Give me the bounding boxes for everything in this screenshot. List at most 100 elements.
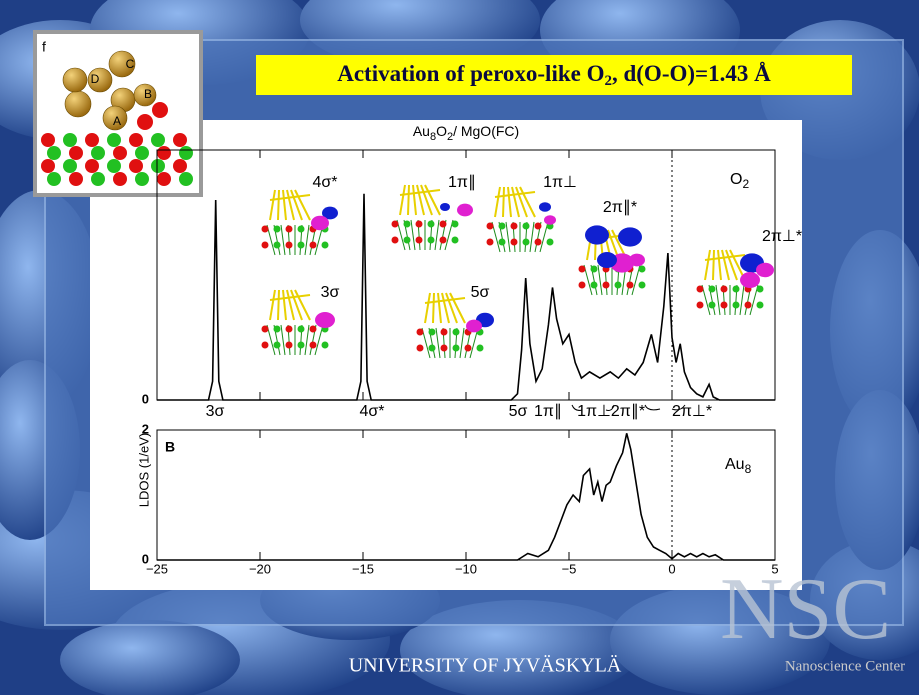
atom: [274, 342, 281, 349]
orbital-lobe: [315, 312, 335, 328]
atom: [322, 342, 329, 349]
atom: [129, 133, 143, 147]
atom: [428, 221, 435, 228]
atom: [591, 266, 598, 273]
atom: [298, 326, 305, 333]
atom: [69, 172, 83, 186]
atom: [157, 146, 171, 160]
y-tick-label: 0: [142, 551, 149, 566]
inset-label: f: [42, 39, 46, 55]
atom: [452, 221, 459, 228]
atom: [286, 242, 293, 249]
y-axis-label: LDOS (1/eV): [136, 433, 151, 507]
atom: [535, 239, 542, 246]
atom: [286, 326, 293, 333]
x-tick-label: −15: [352, 561, 374, 576]
atom: [440, 237, 447, 244]
atom: [511, 223, 518, 230]
orbital-lobe: [618, 227, 642, 246]
atom: [262, 342, 269, 349]
peak-label: 3σ: [206, 403, 225, 420]
atom: [85, 133, 99, 147]
atom: [173, 133, 187, 147]
atom: [733, 302, 740, 309]
orbital-lobe: [457, 204, 473, 217]
x-tick-label: −10: [455, 561, 477, 576]
atom: [179, 172, 193, 186]
atom: [627, 282, 634, 289]
atom: [63, 68, 87, 92]
atom-label: D: [91, 72, 100, 86]
orbital-label: 3σ: [321, 284, 340, 301]
atom: [535, 223, 542, 230]
atom: [591, 282, 598, 289]
atom: [274, 242, 281, 249]
atom: [262, 326, 269, 333]
x-tick-label: −5: [562, 561, 577, 576]
x-tick-label: −20: [249, 561, 271, 576]
peak-label: 1π⊥: [577, 403, 611, 420]
atom: [129, 159, 143, 173]
orbital-label: 1π∥: [448, 174, 476, 191]
atom: [63, 159, 77, 173]
atom: [709, 286, 716, 293]
title-part: Au: [413, 123, 430, 139]
atom: [523, 223, 530, 230]
atom: [298, 226, 305, 233]
bond: [278, 290, 279, 320]
atom: [416, 237, 423, 244]
bond: [713, 250, 714, 280]
atom: [429, 329, 436, 336]
atom: [615, 282, 622, 289]
atom: [173, 159, 187, 173]
label-part: O: [730, 171, 742, 188]
atom: [429, 345, 436, 352]
atom: [274, 326, 281, 333]
x-tick-label: −25: [146, 561, 168, 576]
slide: NSC Nanoscience Center UNIVERSITY OF JYV…: [0, 0, 919, 695]
atom: [65, 91, 91, 117]
atom: [440, 221, 447, 228]
bond: [433, 293, 434, 323]
orbital-label: 2π∥*: [603, 199, 637, 216]
y-tick-label: 0: [142, 391, 149, 406]
atom: [113, 172, 127, 186]
atom: [428, 237, 435, 244]
atom: [487, 239, 494, 246]
atom: [262, 226, 269, 233]
atom: [113, 146, 127, 160]
atom: [441, 345, 448, 352]
atom: [499, 223, 506, 230]
peak-label: 2π∥*: [611, 403, 645, 420]
bond: [408, 185, 409, 215]
orbital-lobe: [629, 254, 645, 267]
atom: [69, 146, 83, 160]
atom: [404, 221, 411, 228]
atom-label: B: [144, 87, 152, 101]
title-part: O: [436, 123, 447, 139]
bond: [278, 190, 279, 220]
orbital-lobe: [597, 252, 617, 268]
atom: [41, 159, 55, 173]
atom: [721, 286, 728, 293]
atom: [47, 146, 61, 160]
logo: NSC: [720, 561, 891, 658]
atom: [151, 133, 165, 147]
orbital-lobe: [740, 272, 760, 288]
atom: [523, 239, 530, 246]
orbital-lobe: [539, 202, 551, 212]
orbital-label: 4σ*: [313, 174, 338, 191]
atom: [417, 329, 424, 336]
atom: [579, 282, 586, 289]
atom: [152, 102, 168, 118]
atom-label: A: [113, 114, 121, 128]
atom: [547, 239, 554, 246]
orbital-lobe: [585, 225, 609, 244]
x-tick-label: 0: [668, 561, 675, 576]
atom: [453, 345, 460, 352]
panel-label: B: [165, 439, 175, 455]
atom: [579, 266, 586, 273]
bond: [503, 187, 504, 217]
atom: [487, 223, 494, 230]
atom: [63, 133, 77, 147]
